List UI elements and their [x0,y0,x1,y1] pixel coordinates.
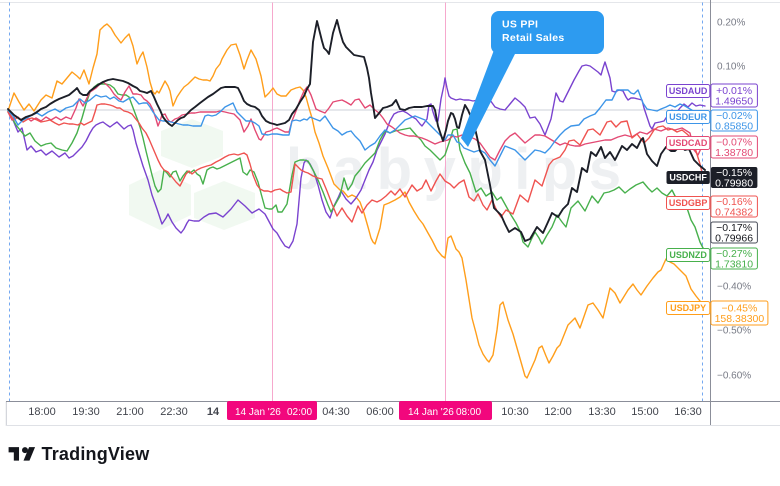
svg-text:USDAUD: USDAUD [669,86,708,96]
svg-text:14: 14 [207,406,220,418]
svg-text:−0.60%: −0.60% [717,371,751,382]
svg-text:1.73810: 1.73810 [715,259,753,271]
svg-text:−0.50%: −0.50% [717,326,751,337]
svg-text:−0.07%: −0.07% [716,137,752,149]
svg-text:13:30: 13:30 [588,406,616,418]
svg-text:14 Jan '26: 14 Jan '26 [235,407,281,418]
svg-text:Retail Sales: Retail Sales [502,32,565,44]
svg-text:18:00: 18:00 [28,406,56,418]
svg-text:158.38300: 158.38300 [715,313,765,325]
svg-text:15:00: 15:00 [631,406,659,418]
svg-text:−0.17%: −0.17% [716,222,752,234]
svg-text:US PPI: US PPI [502,19,538,31]
svg-text:USDJPY: USDJPY [670,303,706,313]
svg-text:−0.40%: −0.40% [717,282,751,293]
svg-text:USDCAD: USDCAD [669,138,708,148]
svg-text:USDGBP: USDGBP [669,198,708,208]
svg-text:12:00: 12:00 [544,406,572,418]
svg-text:08:00: 08:00 [456,407,481,418]
svg-text:TradingView: TradingView [42,444,151,464]
svg-text:USDNZD: USDNZD [669,250,707,260]
svg-text:0.85850: 0.85850 [715,121,753,133]
svg-text:−0.45%: −0.45% [721,303,757,315]
svg-text:21:00: 21:00 [116,406,144,418]
svg-text:10:30: 10:30 [501,406,529,418]
svg-text:0.79966: 0.79966 [715,233,753,245]
svg-text:22:30: 22:30 [160,406,188,418]
svg-text:−0.27%: −0.27% [716,248,752,260]
svg-text:04:30: 04:30 [322,406,350,418]
svg-text:0.79980: 0.79980 [715,178,753,190]
svg-text:0.20%: 0.20% [717,18,745,29]
svg-text:19:30: 19:30 [72,406,100,418]
svg-text:0.10%: 0.10% [717,62,745,73]
svg-text:14 Jan '26: 14 Jan '26 [408,407,454,418]
svg-text:USDEUR: USDEUR [669,112,708,122]
svg-text:16:30: 16:30 [674,406,702,418]
svg-text:−0.16%: −0.16% [716,196,752,208]
svg-text:+0.01%: +0.01% [716,85,752,97]
svg-text:USDCHF: USDCHF [669,173,707,183]
svg-text:02:00: 02:00 [287,407,312,418]
svg-text:1.38780: 1.38780 [715,147,753,159]
svg-text:−0.02%: −0.02% [716,110,752,122]
svg-text:1.49650: 1.49650 [715,96,753,108]
svg-text:0.74382: 0.74382 [715,207,753,219]
svg-text:06:00: 06:00 [366,406,394,418]
svg-text:−0.15%: −0.15% [716,167,752,179]
